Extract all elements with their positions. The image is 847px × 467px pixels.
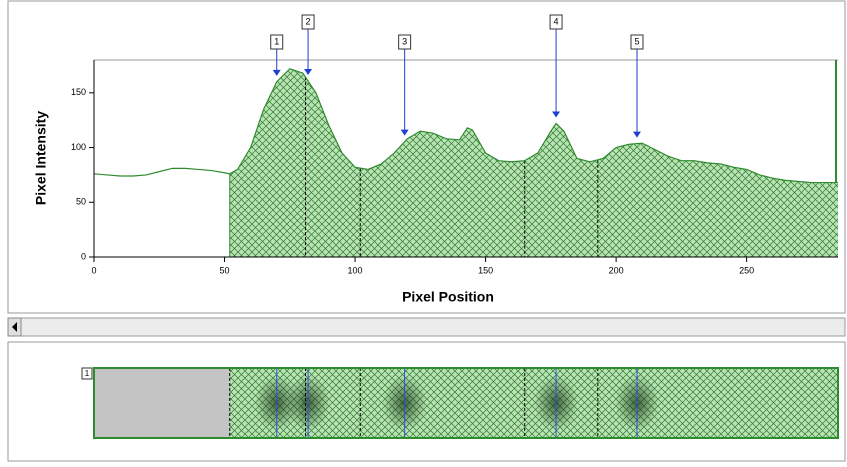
x-tick-label: 150 [478,265,493,275]
marker-label: 3 [402,36,407,46]
app-window: Pixel Position Pixel Intensity 050100150… [0,0,847,462]
x-tick-label: 250 [739,265,754,275]
x-tick-label: 0 [91,265,96,275]
y-tick-label: 150 [71,87,86,97]
marker-label: 1 [274,36,279,46]
y-tick-label: 0 [81,251,86,261]
marker-label: 2 [306,16,311,26]
x-tick-label: 100 [348,265,363,275]
y-axis-label: Pixel Intensity [33,111,49,205]
lane-label: 1 [85,369,90,378]
x-axis-label: Pixel Position [402,289,494,305]
x-tick-label: 200 [609,265,624,275]
y-tick-label: 100 [71,142,86,152]
x-tick-label: 50 [220,265,230,275]
marker-label: 5 [634,36,639,46]
scrollbar[interactable] [8,318,845,336]
marker-label: 4 [554,16,559,26]
y-tick-label: 50 [76,197,86,207]
